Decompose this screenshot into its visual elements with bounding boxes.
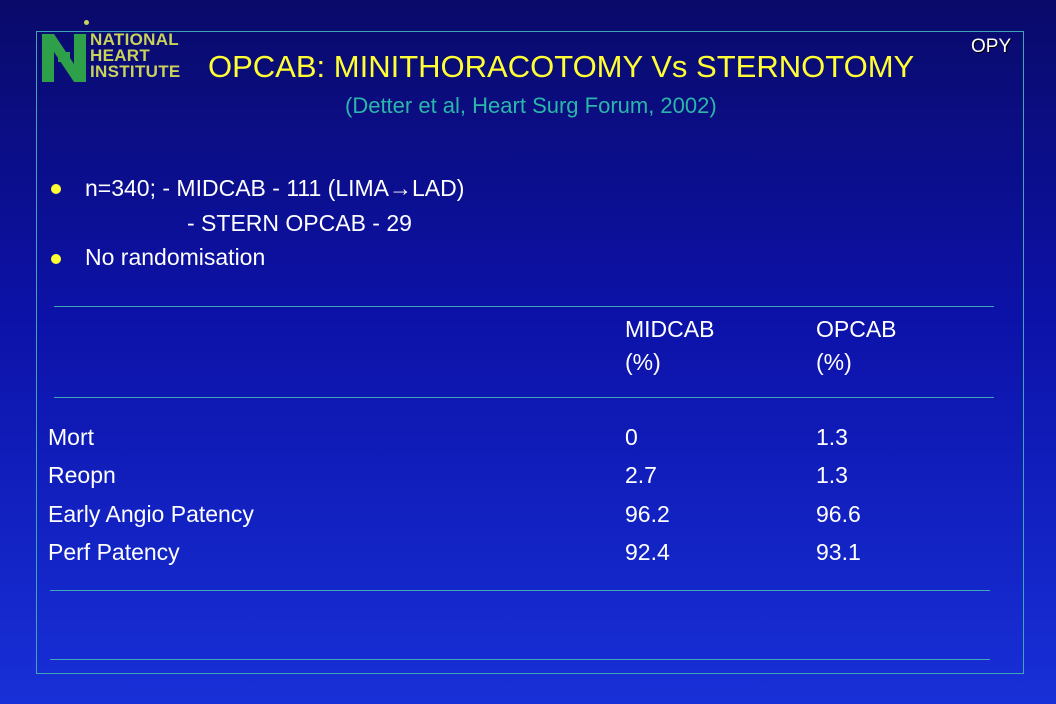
cell-opcab: 1.3 (816, 462, 848, 488)
logo-line: INSTITUTE (90, 62, 181, 81)
logo-line: NATIONAL (90, 30, 179, 49)
bullet-continuation: - STERN OPCAB - 29 (187, 210, 412, 236)
corner-tag: OPY (971, 36, 1012, 57)
column-header-opcab: OPCAB (816, 316, 897, 342)
cell-midcab: 92.4 (625, 539, 670, 565)
column-header-midcab-unit: (%) (625, 349, 661, 375)
cell-opcab: 1.3 (816, 424, 848, 450)
slide-subtitle: (Detter et al, Heart Surg Forum, 2002) (345, 93, 717, 118)
cell-opcab: 93.1 (816, 539, 861, 565)
logo-dot-icon (84, 20, 89, 25)
column-header-opcab-unit: (%) (816, 349, 852, 375)
cell-midcab: 2.7 (625, 462, 657, 488)
row-label: Reopn (48, 462, 116, 488)
cell-midcab: 96.2 (625, 501, 670, 527)
row-label: Early Angio Patency (48, 501, 254, 527)
bullet-item: n=340; - MIDCAB - 111 (LIMA→LAD) (85, 175, 465, 201)
logo-text: NATIONAL HEART INSTITUTE (90, 30, 181, 81)
cell-midcab: 0 (625, 424, 638, 450)
row-label: Mort (48, 424, 94, 450)
row-label: Perf Patency (48, 539, 180, 565)
bullet-dot-icon (51, 254, 61, 264)
column-header-midcab: MIDCAB (625, 316, 715, 342)
logo-mark-icon (42, 34, 86, 82)
bullet-dot-icon (51, 184, 61, 194)
cell-opcab: 96.6 (816, 501, 861, 527)
footer-rule (50, 659, 990, 660)
table-rule-bottom (50, 590, 990, 591)
slide-title: OPCAB: MINITHORACOTOMY Vs STERNOTOMY (208, 49, 915, 84)
table-rule-header (54, 397, 994, 398)
table-rule-top (54, 306, 994, 307)
logo-line: HEART (90, 46, 151, 65)
slide-frame (36, 31, 1024, 674)
bullet-item: No randomisation (85, 244, 266, 270)
national-heart-institute-logo: NATIONAL HEART INSTITUTE (40, 18, 190, 88)
